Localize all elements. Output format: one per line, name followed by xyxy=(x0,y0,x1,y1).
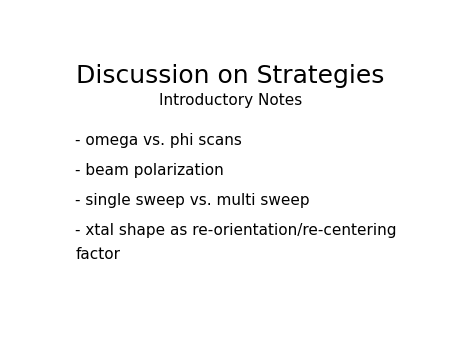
Text: factor: factor xyxy=(76,247,121,263)
Text: - xtal shape as re-orientation/re-centering: - xtal shape as re-orientation/re-center… xyxy=(76,223,397,238)
Text: - single sweep vs. multi sweep: - single sweep vs. multi sweep xyxy=(76,193,310,208)
Text: - omega vs. phi scans: - omega vs. phi scans xyxy=(76,133,242,148)
Text: Introductory Notes: Introductory Notes xyxy=(159,93,302,107)
Text: Discussion on Strategies: Discussion on Strategies xyxy=(76,64,385,88)
Text: - beam polarization: - beam polarization xyxy=(76,163,224,178)
